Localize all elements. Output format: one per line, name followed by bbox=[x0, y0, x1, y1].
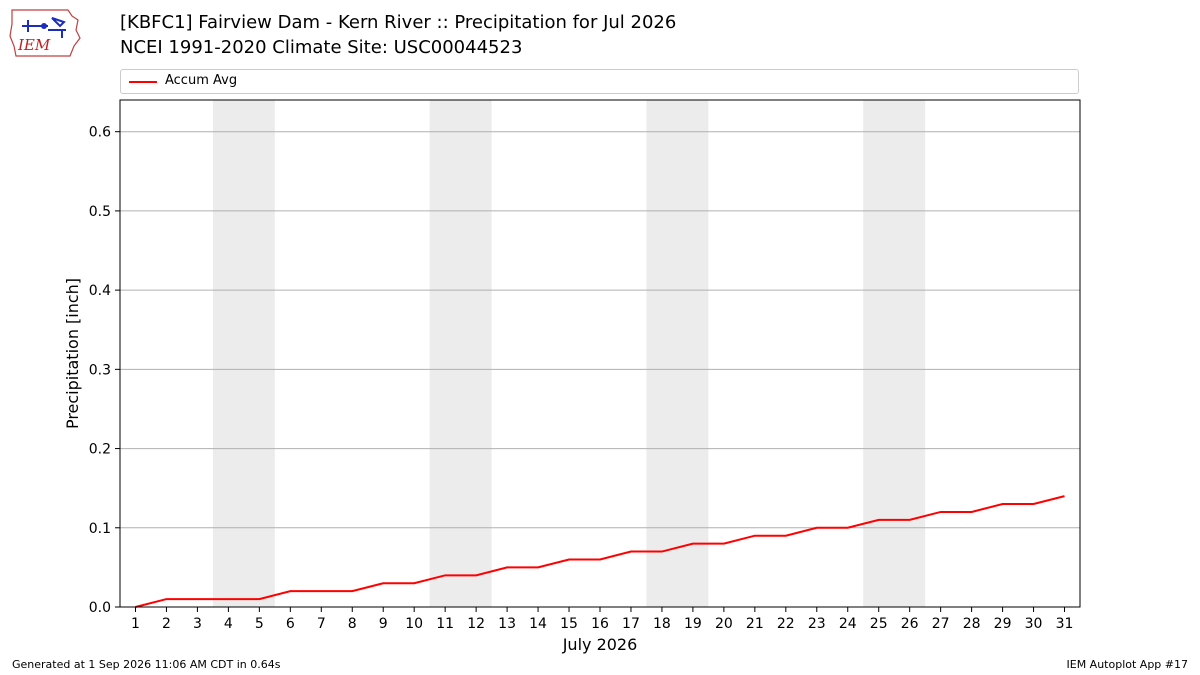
x-tick-label: 13 bbox=[498, 616, 516, 632]
x-tick-label: 26 bbox=[901, 616, 919, 632]
chart-title: [KBFC1] Fairview Dam - Kern River :: Pre… bbox=[120, 12, 677, 33]
x-tick-label: 25 bbox=[870, 616, 888, 632]
iem-logo: IEM bbox=[9, 9, 81, 57]
weekend-band bbox=[429, 100, 492, 607]
weekend-band bbox=[212, 100, 275, 607]
x-tick-label: 5 bbox=[255, 616, 264, 632]
app-id-label: IEM Autoplot App #17 bbox=[1066, 658, 1189, 671]
generated-timestamp: Generated at 1 Sep 2026 11:06 AM CDT in … bbox=[12, 658, 281, 671]
legend-label: Accum Avg bbox=[165, 73, 238, 88]
y-tick-label: 0.0 bbox=[89, 600, 111, 616]
x-axis-ticks: 1 2 3 4 5 6 7 8 9 10 11 12 13 14 15 16 17 18 19 20 21 22 23 24 2… bbox=[131, 607, 1073, 632]
x-tick-label: 10 bbox=[405, 616, 423, 632]
x-tick-label: 22 bbox=[777, 616, 795, 632]
series-layer bbox=[135, 495, 1065, 608]
chart-subtitle: NCEI 1991-2020 Climate Site: USC00044523 bbox=[120, 37, 523, 58]
x-tick-label: 14 bbox=[529, 616, 547, 632]
x-tick-label: 23 bbox=[808, 616, 826, 632]
x-tick-label: 17 bbox=[622, 616, 640, 632]
y-axis-label: Precipitation [inch] bbox=[63, 278, 82, 429]
x-tick-label: 11 bbox=[436, 616, 454, 632]
weekend-band bbox=[863, 100, 926, 607]
x-tick-label: 31 bbox=[1056, 616, 1074, 632]
legend-line-swatch bbox=[129, 81, 157, 83]
x-tick-label: 1 bbox=[131, 616, 140, 632]
x-tick-label: 28 bbox=[963, 616, 981, 632]
x-tick-label: 8 bbox=[348, 616, 357, 632]
x-tick-label: 6 bbox=[286, 616, 295, 632]
weekend-band bbox=[646, 100, 709, 607]
x-tick-label: 30 bbox=[1025, 616, 1043, 632]
x-tick-label: 12 bbox=[467, 616, 485, 632]
x-tick-label: 18 bbox=[653, 616, 671, 632]
y-tick-label: 0.1 bbox=[89, 521, 111, 537]
y-tick-label: 0.3 bbox=[89, 362, 111, 378]
x-axis-label: July 2026 bbox=[562, 635, 638, 654]
y-axis-ticks: 0.0 0.1 0.2 0.3 0.4 0.5 0.6 bbox=[89, 125, 120, 616]
x-tick-label: 4 bbox=[224, 616, 233, 632]
y-tick-label: 0.6 bbox=[89, 125, 111, 141]
legend: Accum Avg bbox=[120, 69, 1079, 94]
y-tick-label: 0.4 bbox=[89, 283, 111, 299]
y-tick-label: 0.2 bbox=[89, 442, 111, 458]
series-line-accum-avg bbox=[135, 495, 1065, 608]
x-tick-label: 3 bbox=[193, 616, 202, 632]
x-tick-label: 15 bbox=[560, 616, 578, 632]
x-tick-label: 21 bbox=[746, 616, 764, 632]
x-tick-label: 2 bbox=[162, 616, 171, 632]
x-tick-label: 24 bbox=[839, 616, 857, 632]
weekend-bands bbox=[212, 100, 926, 607]
x-tick-label: 27 bbox=[932, 616, 950, 632]
y-tick-label: 0.5 bbox=[89, 204, 111, 220]
x-tick-label: 9 bbox=[379, 616, 388, 632]
x-tick-label: 19 bbox=[684, 616, 702, 632]
x-tick-label: 29 bbox=[994, 616, 1012, 632]
x-tick-label: 16 bbox=[591, 616, 609, 632]
x-tick-label: 7 bbox=[317, 616, 326, 632]
x-tick-label: 20 bbox=[715, 616, 733, 632]
logo-text: IEM bbox=[17, 36, 51, 54]
